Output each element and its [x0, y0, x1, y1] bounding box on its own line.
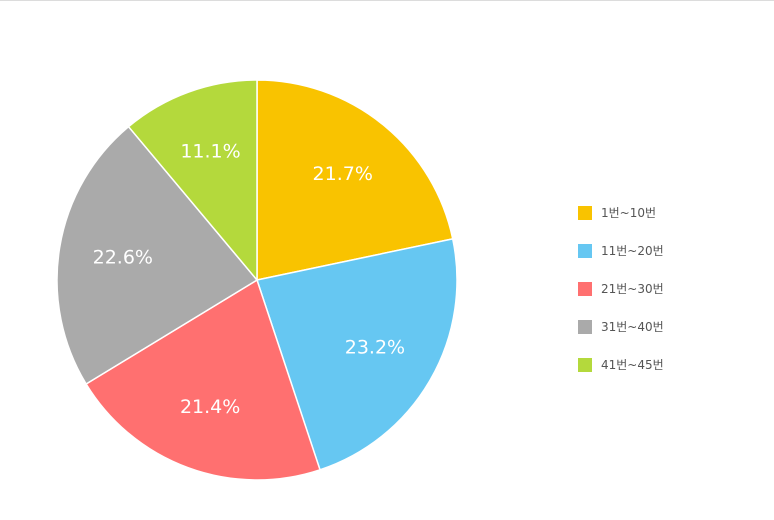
legend-item-1: 1번~10번 — [578, 203, 664, 222]
pie-slice-3 — [85, 279, 321, 481]
legend-swatch — [578, 281, 592, 296]
pie-slice-2 — [256, 238, 458, 471]
pie-slice-4 — [56, 125, 258, 385]
legend-item-4: 31번~40번 — [578, 317, 664, 336]
legend-label: 1번~10번 — [601, 206, 657, 220]
legend-label: 21번~30번 — [601, 282, 664, 296]
legend-item-3: 21번~30번 — [578, 279, 664, 298]
pie-value-labels: 21.7% 23.2% 21.4% 22.6% 11.1% — [93, 141, 405, 418]
top-divider — [0, 0, 774, 1]
pie-slice-5 — [127, 79, 258, 281]
slice-value-label-5: 11.1% — [180, 141, 240, 163]
legend-label: 41번~45번 — [601, 358, 664, 372]
slice-value-label-3: 21.4% — [180, 396, 240, 418]
legend-item-2: 11번~20번 — [578, 241, 664, 260]
pie-slices — [56, 79, 458, 481]
legend-label: 11번~20번 — [601, 244, 664, 258]
legend-swatch — [578, 243, 592, 258]
slice-value-label-4: 22.6% — [93, 246, 153, 268]
chart-legend: 1번~10번 11번~20번 21번~30번 31번~40번 41번~45번 — [578, 203, 664, 393]
slice-value-label-2: 23.2% — [345, 336, 405, 358]
legend-swatch — [578, 205, 592, 220]
legend-swatch — [578, 319, 592, 334]
legend-swatch — [578, 357, 592, 372]
legend-item-5: 41번~45번 — [578, 355, 664, 374]
legend-label: 31번~40번 — [601, 320, 664, 334]
pie-slice-1 — [256, 79, 454, 281]
slice-value-label-1: 21.7% — [313, 163, 373, 185]
